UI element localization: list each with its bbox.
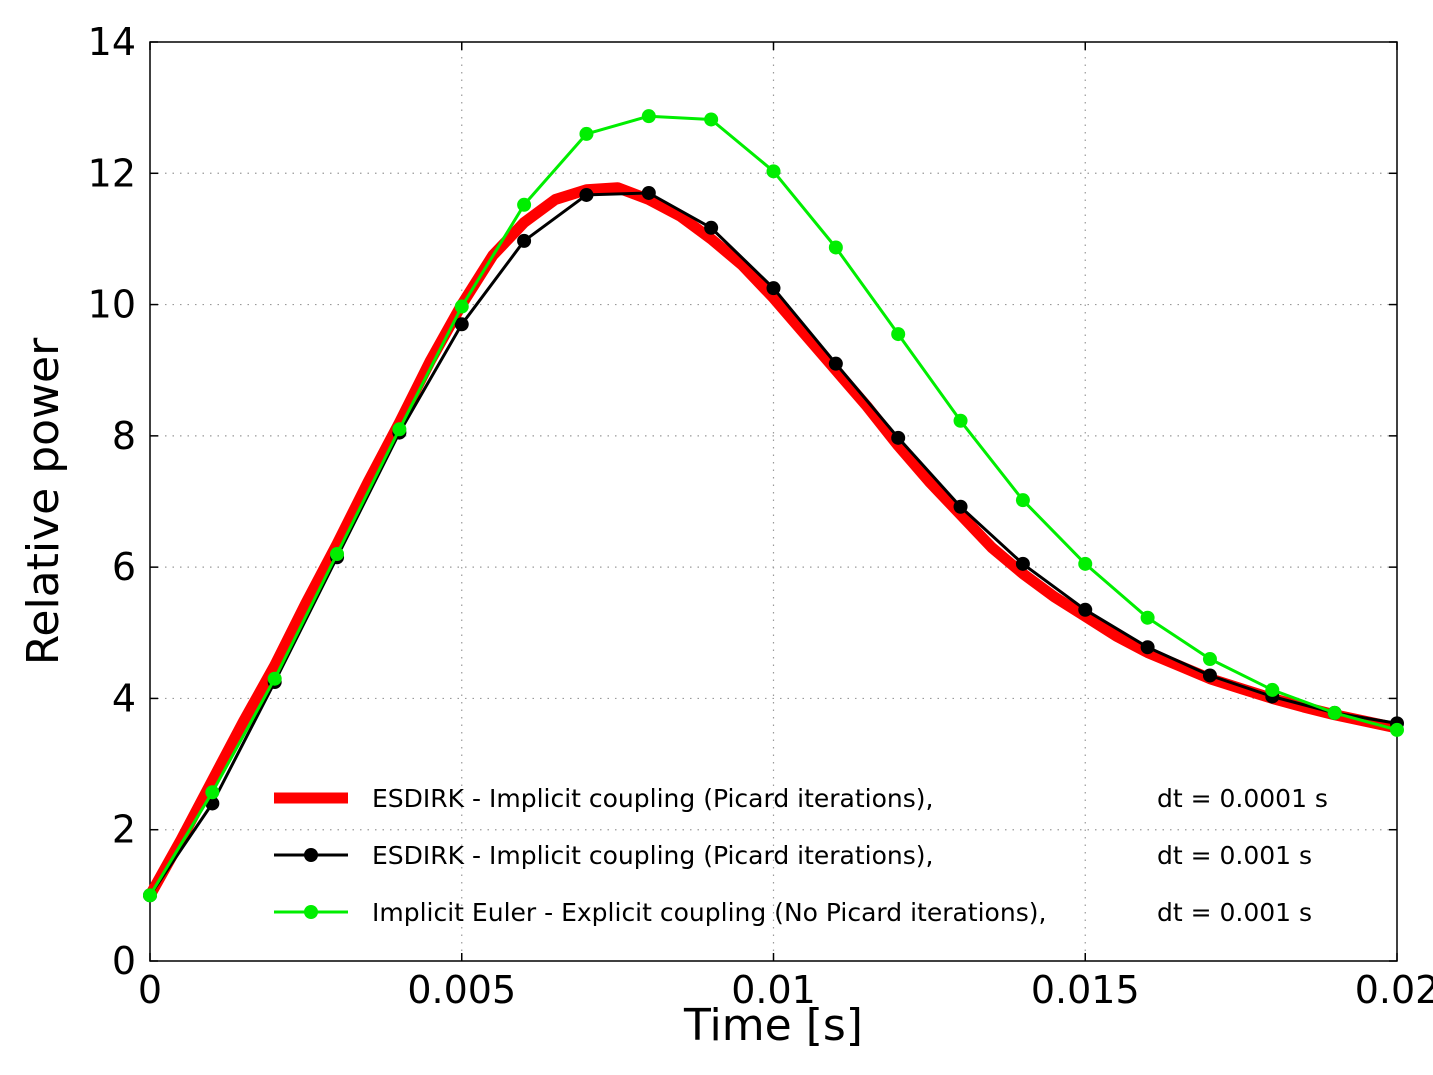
data-point	[766, 164, 781, 179]
data-point	[704, 112, 719, 127]
data-point	[704, 220, 719, 235]
legend-entry: ESDIRK - Implicit coupling (Picard itera…	[274, 841, 1312, 870]
data-point	[267, 671, 282, 686]
tick-labels: 0 0.005 0.01 0.015 0.02 0 2 4 6 8 10 12 14	[88, 20, 1433, 1012]
data-point	[143, 888, 157, 903]
data-point	[1078, 602, 1093, 617]
data-point	[1327, 705, 1342, 720]
series-line	[144, 182, 1403, 901]
series-1	[144, 182, 1403, 901]
data-point	[766, 281, 781, 296]
data-point	[641, 109, 656, 124]
data-point	[454, 299, 469, 314]
legend-label: Implicit Euler - Explicit coupling (No P…	[372, 898, 1046, 927]
legend-entry: Implicit Euler - Explicit coupling (No P…	[274, 898, 1312, 927]
data-point	[1390, 722, 1404, 737]
data-point	[828, 240, 843, 255]
y-tick-label: 6	[112, 545, 136, 589]
x-tick-label: 0	[138, 968, 162, 1012]
data-point	[1140, 610, 1155, 625]
legend: ESDIRK - Implicit coupling (Picard itera…	[274, 784, 1328, 927]
data-point	[579, 187, 594, 202]
data-point	[891, 327, 906, 342]
data-point	[828, 356, 843, 371]
y-tick-label: 8	[112, 414, 136, 458]
legend-dt-label: dt = 0.001 s	[1157, 898, 1312, 927]
data-point	[1140, 640, 1155, 655]
y-axis-title: Relative power	[18, 337, 69, 665]
y-tick-label: 2	[112, 808, 136, 852]
series-3	[143, 109, 1404, 903]
series-line	[148, 114, 1399, 897]
x-axis-title: Time [s]	[683, 1000, 863, 1051]
legend-label: ESDIRK - Implicit coupling (Picard itera…	[372, 784, 934, 813]
legend-dt-label: dt = 0.001 s	[1157, 841, 1312, 870]
data-point	[1015, 556, 1030, 571]
y-tick-label: 0	[112, 939, 136, 983]
data-point	[641, 185, 656, 200]
data-point	[330, 547, 345, 562]
data-point	[1078, 556, 1093, 571]
data-point	[1202, 652, 1217, 667]
x-tick-label: 0.01	[731, 968, 816, 1012]
data-point	[517, 197, 532, 212]
y-tick-label: 10	[88, 283, 136, 327]
data-point	[1202, 668, 1217, 683]
legend-entry: ESDIRK - Implicit coupling (Picard itera…	[274, 784, 1328, 813]
legend-swatch-marker	[304, 848, 318, 862]
data-point	[517, 233, 532, 248]
data-point	[392, 422, 407, 437]
x-tick-label: 0.005	[407, 968, 516, 1012]
legend-label: ESDIRK - Implicit coupling (Picard itera…	[372, 841, 934, 870]
x-tick-label: 0.02	[1355, 968, 1433, 1012]
data-point	[1265, 682, 1280, 697]
y-tick-label: 12	[88, 151, 136, 195]
axis-ticks	[149, 41, 1398, 962]
data-point	[205, 785, 220, 800]
data-point	[953, 413, 968, 428]
data-point	[891, 430, 906, 445]
grid-lines	[150, 42, 1397, 961]
series-layer	[143, 109, 1404, 903]
data-point	[953, 499, 968, 514]
y-tick-label: 14	[88, 20, 136, 64]
x-tick-label: 0.015	[1031, 968, 1140, 1012]
data-point	[579, 126, 594, 141]
legend-swatch-marker	[304, 905, 318, 919]
data-point	[454, 317, 469, 332]
data-point	[1015, 493, 1030, 508]
legend-dt-label: dt = 0.0001 s	[1157, 784, 1328, 813]
y-tick-label: 4	[112, 676, 136, 720]
